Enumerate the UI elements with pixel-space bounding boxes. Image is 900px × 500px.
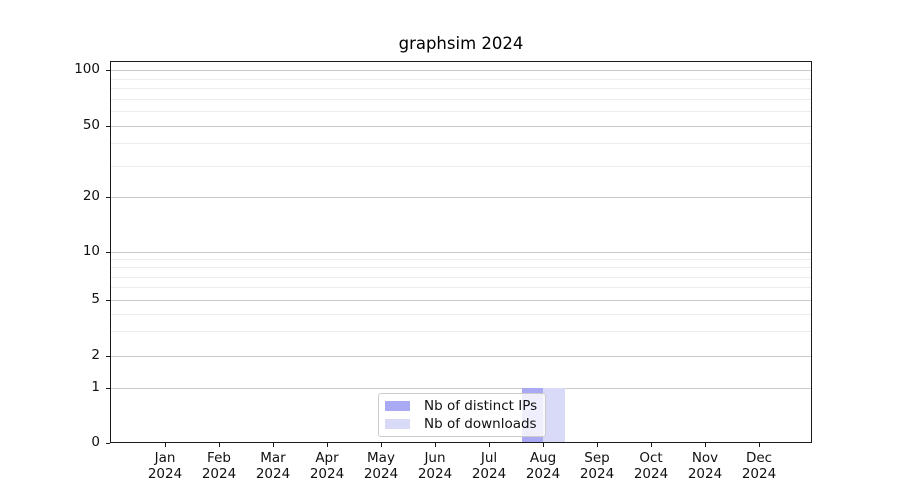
y-tick [106,125,110,127]
gridline-minor [111,88,811,89]
x-tick-month: May [367,450,395,466]
x-tick [488,443,490,447]
plot-area [110,61,812,443]
gridline-minor [111,331,811,332]
y-tick [106,251,110,253]
legend: Nb of distinct IPs Nb of downloads [378,393,546,437]
chart-title: graphsim 2024 [398,34,524,53]
gridline-major [111,70,811,71]
x-tick-year: 2024 [309,466,345,482]
gridline-minor [111,99,811,100]
legend-swatch-downloads [385,419,410,429]
y-tick [106,69,110,71]
x-tick-year: 2024 [525,466,561,482]
x-tick-label: Aug 2024 [515,450,571,482]
bar-downloads [543,388,565,442]
gridline-minor [111,314,811,315]
x-tick-month: Aug [529,450,557,466]
x-tick-month: Sep [584,450,610,466]
gridline-minor [111,111,811,112]
gridline-minor [111,287,811,288]
x-tick-month: Mar [260,450,286,466]
x-tick-label: Feb 2024 [191,450,247,482]
y-tick-label: 2 [91,347,100,363]
y-tick-label: 5 [91,291,100,307]
y-tick-label: 50 [82,117,100,133]
gridline-minor [111,166,811,167]
x-tick-label: May 2024 [353,450,409,482]
legend-item-downloads: Nb of downloads [379,415,545,433]
x-tick-label: Sep 2024 [569,450,625,482]
x-tick [596,443,598,447]
x-tick-label: Oct 2024 [623,450,679,482]
x-tick-label: Dec 2024 [731,450,787,482]
x-tick-month: Jun [424,450,446,466]
x-tick-label: Apr 2024 [299,450,355,482]
x-tick-year: 2024 [471,466,507,482]
y-tick-label: 20 [82,188,100,204]
legend-swatch-distinct-ips [385,401,410,411]
x-tick-label: Jan 2024 [137,450,193,482]
x-tick-label: Jun 2024 [407,450,463,482]
y-tick-label: 10 [82,243,100,259]
x-tick [326,443,328,447]
x-tick [704,443,706,447]
x-tick [434,443,436,447]
x-tick-month: Apr [315,450,339,466]
gridline-minor [111,259,811,260]
gridline-major [111,252,811,253]
y-tick [106,196,110,198]
gridline-minor [111,277,811,278]
x-tick-year: 2024 [201,466,237,482]
x-tick-label: Mar 2024 [245,450,301,482]
x-tick-month: Dec [745,450,773,466]
x-tick [542,443,544,447]
legend-label-distinct-ips: Nb of distinct IPs [424,398,538,414]
gridline-major [111,197,811,198]
x-tick [758,443,760,447]
x-tick-year: 2024 [579,466,615,482]
gridline-minor [111,143,811,144]
legend-label-downloads: Nb of downloads [424,416,537,432]
x-tick [164,443,166,447]
y-tick [106,299,110,301]
x-tick-month: Feb [207,450,231,466]
x-tick-year: 2024 [363,466,399,482]
gridline-major [111,388,811,389]
gridline-major [111,126,811,127]
x-tick-year: 2024 [741,466,777,482]
x-tick-month: Oct [639,450,663,466]
legend-item-distinct-ips: Nb of distinct IPs [379,397,545,415]
x-tick [380,443,382,447]
x-tick-year: 2024 [147,466,183,482]
x-tick-year: 2024 [687,466,723,482]
x-tick [650,443,652,447]
x-tick [272,443,274,447]
y-tick-label: 100 [74,61,100,77]
x-tick-month: Jul [480,450,498,466]
y-tick [106,387,110,389]
y-tick-label: 1 [91,379,100,395]
gridline-minor [111,79,811,80]
x-tick-month: Jan [154,450,176,466]
gridline-major [111,356,811,357]
x-tick-label: Nov 2024 [677,450,733,482]
y-tick [106,442,110,444]
x-tick [218,443,220,447]
x-tick-year: 2024 [633,466,669,482]
x-tick-month: Nov [691,450,719,466]
y-tick [106,355,110,357]
x-tick-label: Jul 2024 [461,450,517,482]
x-tick-year: 2024 [417,466,453,482]
x-tick-year: 2024 [255,466,291,482]
y-tick-label: 0 [91,434,100,450]
gridline-major [111,300,811,301]
gridline-minor [111,267,811,268]
